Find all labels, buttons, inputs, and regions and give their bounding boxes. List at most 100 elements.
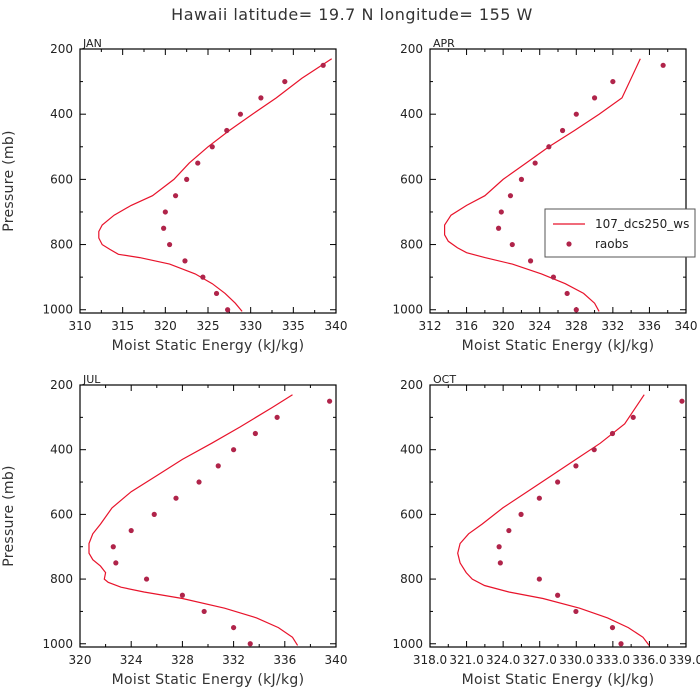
panel-label-oct: OCT [433, 373, 456, 386]
y-tick-label: 400 [50, 443, 73, 457]
raobs-point [495, 225, 502, 231]
raobs-point [213, 290, 220, 297]
legend-entry-model: 107_dcs250_ws [595, 217, 689, 231]
y-tick-label: 400 [400, 443, 423, 457]
panel-label-jan: JAN [82, 37, 102, 50]
x-tick-label: 318.0 [413, 653, 447, 667]
series-line-oct [457, 394, 650, 646]
series-line-jul [88, 394, 299, 646]
panels: JAN 310 315 320 325 330 335 340 200 400 600 800 1000… [1, 37, 700, 688]
raobs-point [536, 495, 542, 501]
raobs-point [258, 95, 264, 101]
x-tick-label: 333.0 [596, 653, 630, 667]
y-tick-label: 200 [50, 378, 73, 392]
raobs-point [532, 160, 538, 166]
raobs-point [555, 479, 561, 485]
x-tick-label: 327.0 [523, 653, 557, 667]
x-tick-label: 312 [419, 319, 442, 333]
raobs-point [573, 307, 579, 313]
x-tick-label: 340 [675, 319, 698, 333]
series-line-jan [98, 58, 333, 312]
raobs-point [679, 398, 685, 404]
raobs-point [573, 463, 579, 469]
y-tick-label: 1000 [392, 303, 423, 317]
raobs-point [518, 176, 525, 182]
x-tick-label: 328 [565, 319, 588, 333]
x-axis-label-jul: Moist Static Energy (kJ/kg) [112, 672, 305, 688]
x-tick-label: 320 [154, 319, 177, 333]
y-tick-label: 600 [50, 172, 73, 186]
figure-title: Hawaii latitude= 19.7 N longitude= 155 W [171, 5, 533, 24]
raobs-point [518, 511, 524, 517]
raobs-point [546, 144, 552, 150]
raobs-point [555, 592, 561, 598]
y-tick-label: 1000 [42, 637, 73, 651]
x-tick-label: 336 [638, 319, 661, 333]
raobs-point [143, 576, 150, 582]
raobs-point [564, 290, 570, 297]
x-tick-label: 330 [239, 319, 262, 333]
panel-label-jul: JUL [82, 373, 101, 386]
raobs-point [573, 608, 579, 615]
x-tick-label: 320 [69, 653, 92, 667]
plot-frame-jul [79, 384, 337, 648]
raobs-point [110, 544, 116, 550]
raobs-point [497, 560, 503, 566]
raobs-point [231, 624, 237, 631]
raobs-point [113, 560, 119, 566]
x-tick-label: 336.0 [632, 653, 666, 667]
raobs-point [559, 127, 566, 134]
raobs-point [151, 511, 157, 517]
y-tick-label: 400 [50, 107, 73, 121]
y-tick-label: 800 [50, 238, 73, 252]
raobs-point [507, 193, 514, 199]
panel-jul: JUL 320 324 328 332 336 340 200 400 600 800 1000 Moi… [1, 373, 347, 688]
raobs-point [618, 641, 624, 647]
legend-box [544, 208, 696, 258]
y-tick-label: 600 [400, 507, 423, 521]
plot-frame-jan [79, 48, 337, 314]
raobs-point [591, 447, 597, 453]
raobs-point [282, 78, 288, 85]
plot-frame-apr [429, 48, 687, 314]
panel-jan: JAN 310 315 320 325 330 335 340 200 400 600 800 1000… [1, 37, 347, 354]
raobs-point [172, 193, 179, 199]
x-tick-label: 332 [222, 653, 245, 667]
x-tick-label: 328 [171, 653, 194, 667]
raobs-point [196, 479, 202, 485]
x-axis-label-oct: Moist Static Energy (kJ/kg) [462, 672, 655, 688]
raobs-point [609, 624, 616, 631]
raobs-point [161, 225, 167, 231]
raobs-point [506, 527, 512, 534]
x-tick-label: 332 [601, 319, 624, 333]
raobs-point [215, 463, 221, 469]
legend-entry-raobs: raobs [595, 237, 629, 251]
x-tick-label: 324 [120, 653, 143, 667]
raobs-point [162, 209, 168, 215]
raobs-point [550, 274, 557, 280]
raobs-point [591, 95, 598, 101]
y-tick-label: 1000 [392, 637, 423, 651]
panel-label-apr: APR [433, 37, 455, 50]
x-tick-label: 320 [492, 319, 515, 333]
raobs-point [527, 258, 534, 264]
x-tick-label: 316 [455, 319, 478, 333]
x-tick-label: 336 [273, 653, 296, 667]
raobs-point [509, 241, 515, 248]
x-tick-label: 324.0 [486, 653, 520, 667]
raobs-point [182, 258, 188, 264]
raobs-point [224, 127, 230, 134]
raobs-point [167, 241, 173, 248]
raobs-point [231, 447, 237, 453]
raobs-point [630, 414, 636, 420]
raobs-point [327, 398, 333, 404]
raobs-point [247, 641, 253, 647]
raobs-point [179, 592, 185, 598]
x-axis-label-jan: Moist Static Energy (kJ/kg) [112, 338, 305, 354]
y-tick-label: 400 [400, 107, 423, 121]
raobs-point [173, 495, 179, 501]
raobs-point [200, 274, 206, 280]
x-tick-label: 325 [197, 319, 220, 333]
